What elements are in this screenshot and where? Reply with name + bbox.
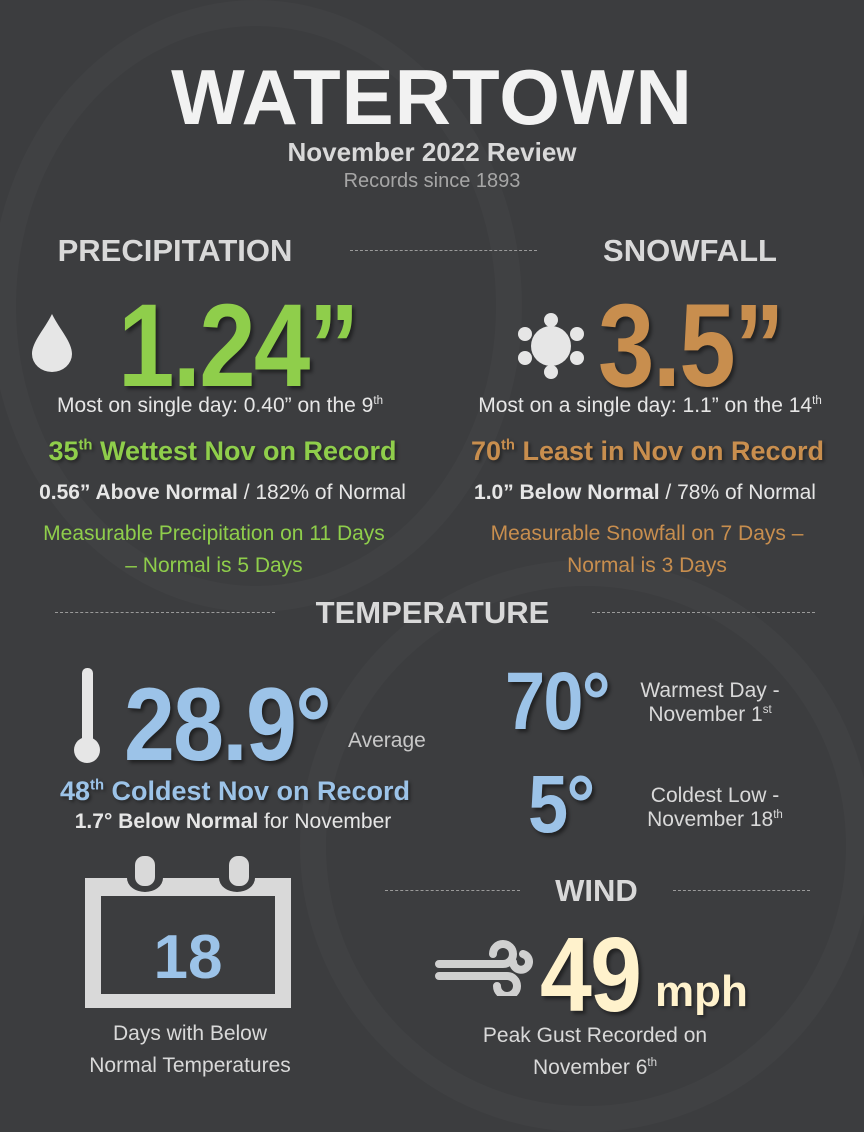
precip-rank: 35th Wettest Nov on Record [0, 436, 445, 467]
coldest-line1: Coldest Low - [650, 784, 780, 807]
precip-departure: 0.56” Above Normal / 182% of Normal [0, 481, 445, 505]
departure-bold: 1.0” Below Normal [474, 481, 660, 504]
precip-most-text: Most on single day: 0.40” on the 9 [56, 394, 374, 417]
below-days-line2: Normal Temperatures [89, 1054, 291, 1077]
snow-most-single-day: Most on a single day: 1.1” on the 14th [440, 394, 860, 418]
thermometer-icon [70, 666, 104, 771]
peak-gust-line1: Peak Gust Recorded on [482, 1024, 708, 1047]
snowfall-heading: SNOWFALL [603, 233, 777, 268]
temp-departure: 1.7° Below Normal for November [0, 810, 466, 834]
precipitation-heading: PRECIPITATION [57, 233, 293, 268]
divider [592, 612, 815, 613]
peak-gust-date: November 6 [532, 1056, 648, 1079]
records-since: Records since 1893 [343, 170, 521, 192]
rank-text: Coldest Nov on Record [104, 776, 411, 806]
warmest-temperature: 70° [505, 656, 611, 747]
ordinal-suffix: th [500, 437, 515, 454]
rank-text: Least in Nov on Record [515, 436, 825, 466]
precip-days-line2: – Normal is 5 Days [125, 554, 303, 577]
coldest-date: November 18 [647, 808, 774, 831]
wind-icon [433, 940, 533, 1001]
departure-rest: for November [258, 810, 392, 833]
peak-gust-line2: November 6th [445, 1056, 745, 1080]
departure-bold: 1.7° Below Normal [74, 810, 259, 833]
ordinal-suffix: th [812, 394, 822, 407]
temp-rank: 48th Coldest Nov on Record [0, 776, 470, 807]
rank-number: 48 [59, 776, 90, 806]
temperature-heading: TEMPERATURE [315, 595, 550, 630]
calendar-icon [85, 856, 291, 1013]
ordinal-suffix: th [773, 808, 783, 821]
divider [385, 890, 520, 891]
snow-days-line2: Normal is 3 Days [567, 554, 727, 577]
below-normal-days: 18 [153, 923, 223, 992]
divider [673, 890, 810, 891]
peak-gust-value: 49 [540, 916, 642, 1034]
warmest-date: November 1 [648, 703, 763, 726]
rank-number: 35 [48, 436, 79, 466]
divider [55, 612, 275, 613]
wind-unit: mph [655, 967, 748, 1016]
snow-days-line1: Measurable Snowfall on 7 Days – [490, 522, 804, 545]
coldest-label: Coldest Low - November 18th [640, 784, 790, 832]
ordinal-suffix: th [373, 394, 383, 407]
warmest-label: Warmest Day - November 1st [630, 679, 790, 727]
coldest-line2: November 18th [640, 808, 790, 832]
raindrop-icon [30, 312, 74, 377]
departure-bold: 0.56” Above Normal [39, 481, 238, 504]
page-title: WATERTOWN [171, 53, 693, 141]
warmest-line2: November 1st [630, 703, 790, 727]
snow-departure: 1.0” Below Normal / 78% of Normal [440, 481, 850, 505]
ordinal-suffix: st [762, 703, 772, 716]
precipitation-total: 1.24” [118, 280, 359, 412]
ordinal-suffix: th [647, 1056, 658, 1069]
ordinal-suffix: th [78, 437, 93, 454]
snow-most-text: Most on a single day: 1.1” on the 14 [478, 394, 813, 417]
rank-number: 70 [470, 436, 501, 466]
average-label: Average [348, 729, 426, 752]
wind-heading: WIND [555, 873, 638, 908]
rank-text: Wettest Nov on Record [92, 436, 397, 466]
below-days-line1: Days with Below [112, 1022, 268, 1045]
average-temperature: 28.9° [124, 667, 332, 783]
page-subtitle: November 2022 Review [287, 137, 577, 167]
precip-most-single-day: Most on single day: 0.40” on the 9th [0, 394, 440, 418]
coldest-temperature: 5° [528, 759, 595, 850]
snowflake-icon [515, 312, 587, 385]
snow-rank: 70th Least in Nov on Record [440, 436, 855, 467]
departure-rest: / 78% of Normal [659, 481, 816, 504]
departure-rest: / 182% of Normal [237, 481, 406, 504]
precip-days-line1: Measurable Precipitation on 11 Days [43, 522, 385, 545]
warmest-line1: Warmest Day - [640, 679, 780, 702]
ordinal-suffix: th [90, 777, 105, 794]
divider [350, 250, 537, 251]
snowfall-total: 3.5” [598, 280, 785, 412]
